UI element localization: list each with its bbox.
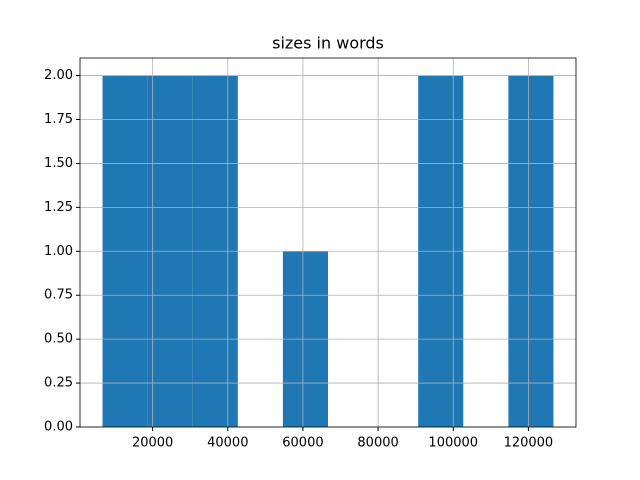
x-tick-label: 40000 [207,436,248,451]
y-tick-label: 0.75 [44,288,73,303]
y-tick-label: 0.50 [44,332,73,347]
y-tick-label: 1.00 [44,244,73,259]
chart-title: sizes in words [272,34,384,53]
y-tick-label: 2.00 [44,68,73,83]
y-tick-label: 1.25 [44,200,73,215]
plot-frame [79,57,577,428]
y-tick-label: 1.50 [44,156,73,171]
x-tick-label: 120000 [504,436,554,451]
x-tick-label: 80000 [357,436,398,451]
y-tick-label: 0.25 [44,376,73,391]
x-tick-label: 100000 [428,436,478,451]
y-tick-label: 0.00 [44,420,73,435]
y-tick-label: 1.75 [44,112,73,127]
x-tick-label: 20000 [132,436,173,451]
x-tick-label: 60000 [282,436,323,451]
